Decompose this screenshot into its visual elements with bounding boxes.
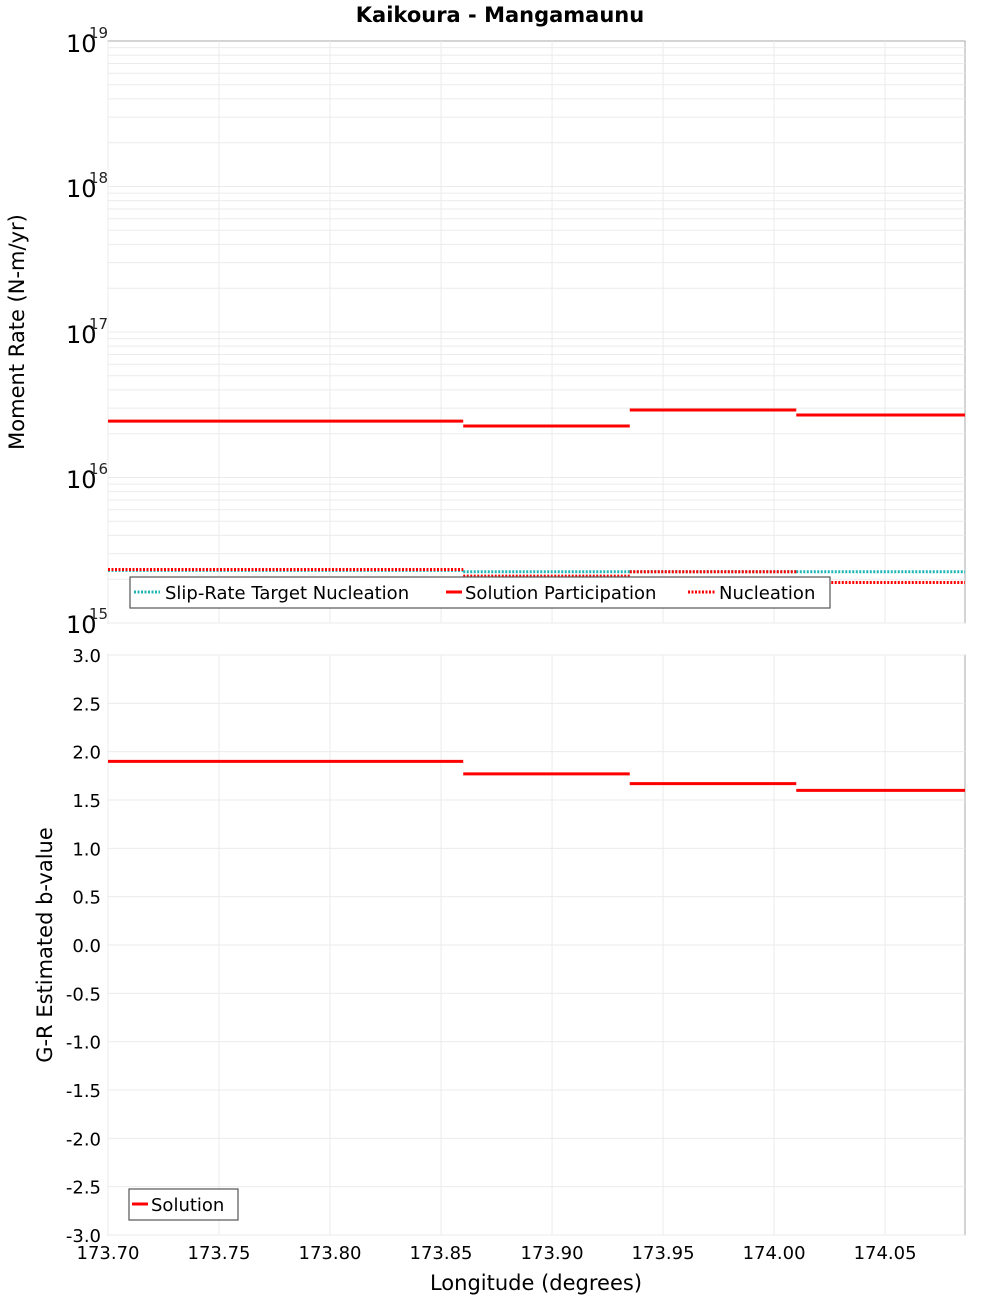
- ytick-label: 3.0: [72, 646, 101, 667]
- ytick-label: 1.0: [72, 839, 101, 860]
- ytick-label: 1.5: [72, 791, 101, 812]
- xtick-label: 173.95: [632, 1243, 695, 1264]
- x-axis-label: Longitude (degrees): [430, 1271, 642, 1295]
- chart-title: Kaikoura - Mangamaunu: [356, 3, 644, 27]
- bottom-y-ticks: 3.0 2.5 2.0 1.5 1.0 0.5 0.0 -0.5 -1.0 -1.5 -2.0 -2.…: [66, 646, 101, 1247]
- ytick-label: 2.0: [72, 743, 101, 764]
- ytick-exponent: 18: [89, 169, 108, 187]
- ytick-exponent: 17: [89, 315, 108, 333]
- ytick-base: 10: [66, 175, 97, 203]
- ytick-label: -1.5: [66, 1081, 101, 1102]
- legend-label-solution: Solution: [151, 1195, 224, 1216]
- xtick-label: 173.80: [299, 1243, 362, 1264]
- ytick-label: 0.5: [72, 888, 101, 909]
- ytick-exponent: 19: [89, 24, 108, 42]
- legend-label-nucleation: Nucleation: [719, 583, 815, 604]
- ytick-base: 10: [66, 611, 97, 639]
- bottom-series: [108, 759, 965, 792]
- ytick-label: 0.0: [72, 936, 101, 957]
- bottom-gridlines: [107, 654, 965, 1236]
- xtick-label: 173.70: [77, 1243, 140, 1264]
- xtick-label: 173.75: [188, 1243, 251, 1264]
- x-axis-ticks: 173.70 173.75 173.80 173.85 173.90 173.95 174.…: [77, 1243, 917, 1264]
- legend-label-slip-rate-target: Slip-Rate Target Nucleation: [165, 583, 409, 604]
- xtick-label: 173.90: [521, 1243, 584, 1264]
- legend-label-solution-participation: Solution Participation: [465, 583, 656, 604]
- ytick-exponent: 16: [89, 460, 108, 478]
- ytick-base: 10: [66, 321, 97, 349]
- top-y-axis-label: Moment Rate (N-m/yr): [5, 214, 29, 450]
- ytick-label: -1.0: [66, 1033, 101, 1054]
- top-y-ticks: 10 19 10 18 10 17 10 16 10 15: [66, 24, 108, 639]
- bottom-legend: Solution: [128, 1188, 239, 1221]
- ytick-base: 10: [66, 466, 97, 494]
- ytick-label: -2.0: [66, 1129, 101, 1150]
- bottom-panel: 3.0 2.5 2.0 1.5 1.0 0.5 0.0 -0.5 -1.0 -1.5 -2.0 -2.…: [33, 646, 966, 1247]
- top-panel: 10 19 10 18 10 17 10 16 10 15 Moment Rat…: [5, 24, 966, 639]
- ytick-base: 10: [66, 30, 97, 58]
- ytick-label: 2.5: [72, 694, 101, 715]
- bottom-y-axis-label: G-R Estimated b-value: [33, 827, 57, 1063]
- xtick-label: 174.00: [743, 1243, 806, 1264]
- ytick-label: -2.5: [66, 1178, 101, 1199]
- xtick-label: 173.85: [410, 1243, 473, 1264]
- ytick-label: -3.0: [66, 1226, 101, 1247]
- top-legend: Slip-Rate Target Nucleation Solution Par…: [129, 576, 831, 609]
- ytick-exponent: 15: [89, 605, 108, 623]
- xtick-label: 174.05: [854, 1243, 917, 1264]
- ytick-label: -0.5: [66, 984, 101, 1005]
